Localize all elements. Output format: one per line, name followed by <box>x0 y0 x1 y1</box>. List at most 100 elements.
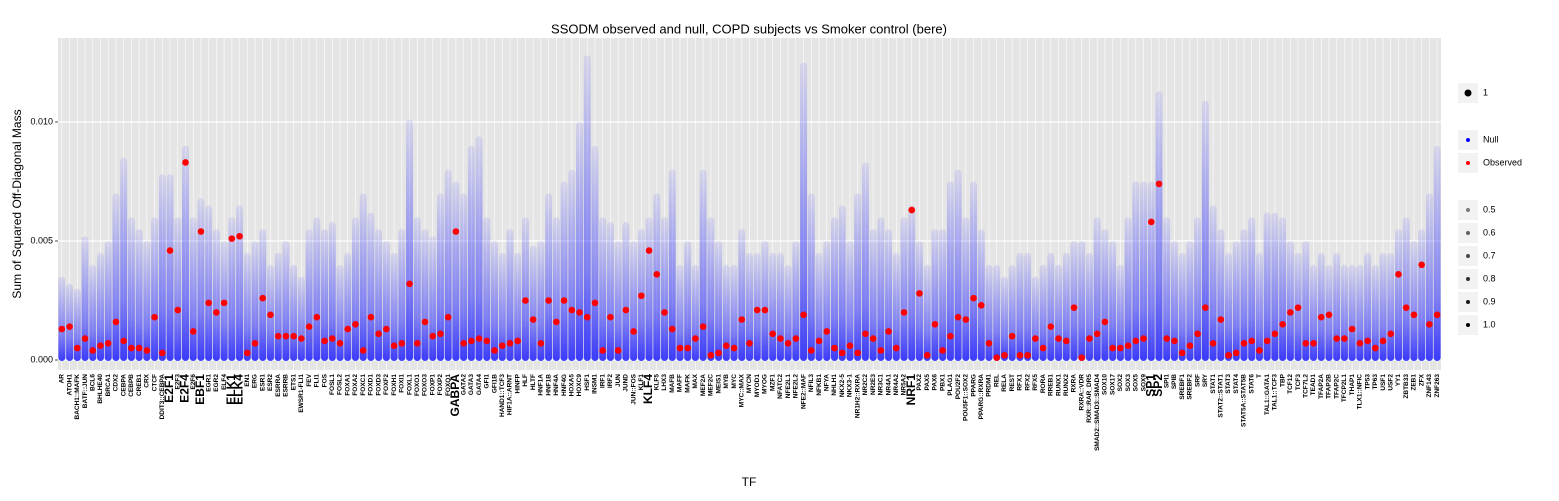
null-distribution <box>181 145 189 362</box>
legend-color-key <box>1466 138 1470 142</box>
null-distribution <box>382 241 390 362</box>
x-tick-label: RXR::RAR_DR5 <box>1086 374 1093 423</box>
null-distribution <box>861 162 869 362</box>
null-distribution <box>251 241 259 362</box>
null-distribution <box>1286 241 1294 362</box>
legend-alpha-key <box>1466 231 1470 235</box>
null-distribution <box>591 145 599 362</box>
x-tick-label: IRF1 <box>599 374 606 388</box>
legend-alpha-key <box>1466 277 1470 281</box>
x-tick-label: RFX5 <box>1032 374 1039 391</box>
x-tick-label: JUN <box>615 374 622 387</box>
x-tick-label: GFI1B <box>491 374 498 393</box>
null-distribution <box>197 198 205 362</box>
x-tick-label: HNF1A <box>538 374 545 396</box>
null-distribution <box>1255 252 1263 362</box>
observed-point <box>1178 349 1186 357</box>
observed-point <box>1086 335 1093 342</box>
null-distribution <box>1225 252 1233 362</box>
observed-point <box>1163 335 1171 342</box>
null-distribution <box>645 217 653 362</box>
legend-label: 0.5 <box>1483 204 1496 214</box>
observed-point <box>784 340 792 347</box>
x-tick-label: CTCF <box>151 374 158 391</box>
observed-point <box>251 340 259 347</box>
x-tick-label: TLX1::NFIC <box>1357 374 1364 410</box>
observed-point <box>197 228 205 235</box>
observed-point <box>1217 316 1225 323</box>
x-tick-label: STAT2::STAT1 <box>1218 374 1225 418</box>
null-distribution <box>491 241 499 362</box>
null-distribution <box>784 264 792 362</box>
observed-point <box>823 328 831 335</box>
observed-point <box>1225 351 1232 359</box>
x-tick-label: TEAD1 <box>1310 374 1317 396</box>
null-distribution <box>1000 276 1008 362</box>
observed-point <box>661 309 668 316</box>
observed-point <box>267 311 274 319</box>
x-tick-label: TP63 <box>1372 374 1379 390</box>
x-tick-label: RORA <box>1040 374 1047 393</box>
x-tick-label: REL <box>993 374 1000 387</box>
observed-point <box>908 206 916 214</box>
observed-point <box>66 323 73 330</box>
x-tick-label: CEBPB <box>128 374 135 397</box>
observed-point <box>444 313 452 321</box>
null-distribution <box>1310 264 1318 362</box>
observed-point <box>421 318 429 326</box>
observed-point <box>962 316 970 323</box>
observed-point <box>97 342 104 350</box>
x-tick-label: USF1 <box>1380 374 1387 391</box>
x-tick-label: SOX3 <box>1125 374 1132 392</box>
x-tick-label: ZEB1 <box>1411 374 1418 391</box>
x-tick-label: EN1 <box>244 374 251 387</box>
null-distribution <box>166 174 174 362</box>
observed-point <box>89 347 97 354</box>
null-distribution <box>506 229 514 362</box>
observed-point <box>676 344 684 352</box>
null-distribution <box>514 252 522 362</box>
null-distribution <box>923 264 931 362</box>
x-tick-label: ZBTB33 <box>1403 374 1410 399</box>
x-tick-label: SREBF1 <box>1179 374 1186 400</box>
observed-point <box>344 325 352 333</box>
observed-point <box>1132 337 1140 345</box>
null-distribution <box>58 276 66 362</box>
null-distribution <box>684 241 692 362</box>
observed-point <box>653 271 661 278</box>
null-distribution <box>367 212 375 362</box>
null-distribution <box>81 236 89 362</box>
x-tick-label: PAX5 <box>924 374 931 391</box>
x-tick-label: FOXA2 <box>352 374 359 396</box>
x-tick-label: NFE2L2 <box>793 374 800 399</box>
x-tick-label: GABPA <box>448 374 462 417</box>
null-distribution <box>838 205 846 362</box>
observed-point <box>104 340 112 347</box>
observed-point <box>1032 335 1039 342</box>
observed-point <box>1186 342 1194 350</box>
null-distribution <box>174 217 182 362</box>
x-tick-label: E2F4 <box>178 374 192 403</box>
null-distribution <box>1109 241 1117 362</box>
observed-point <box>560 297 568 304</box>
null-distribution <box>413 217 421 362</box>
observed-point <box>668 325 676 333</box>
observed-point <box>298 335 305 342</box>
x-tick-label: ERG <box>252 374 259 388</box>
observed-point <box>715 349 722 357</box>
observed-point <box>862 330 869 338</box>
x-tick-label: SOX5 <box>1133 374 1140 392</box>
x-tick-label: STAT3 <box>1225 374 1232 394</box>
x-tick-label: SREBF2 <box>1187 374 1194 400</box>
x-tick-label: POU2F2 <box>955 374 962 400</box>
observed-point <box>259 294 267 302</box>
observed-point <box>135 344 143 352</box>
x-tick-label: ELK4 <box>232 374 246 405</box>
observed-point <box>723 342 730 350</box>
x-tick-label: HNF4A <box>553 374 560 396</box>
observed-point <box>599 347 607 354</box>
observed-point <box>1426 321 1433 328</box>
x-tick-label: BRCA1 <box>105 374 112 397</box>
observed-point <box>1302 340 1310 347</box>
observed-point <box>1410 311 1418 319</box>
